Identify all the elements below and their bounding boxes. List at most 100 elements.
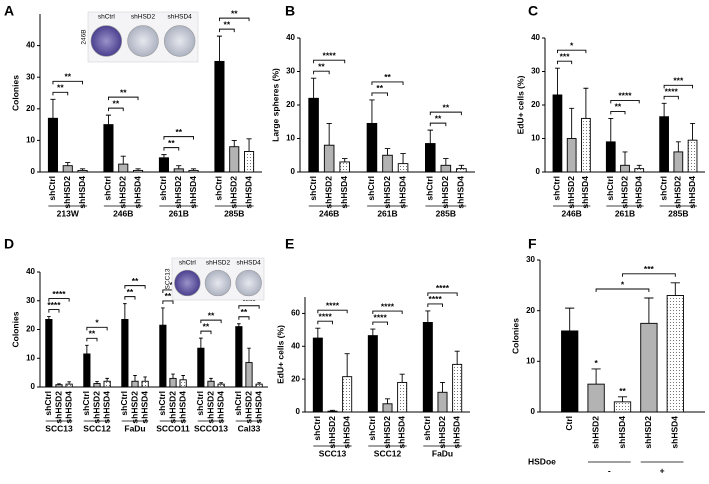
- error-bar: [47, 316, 51, 320]
- group-label: SCC13: [319, 448, 347, 458]
- x-tick-label: shHSD2: [62, 176, 72, 209]
- bar: [118, 163, 129, 173]
- x-tick-label: shHSD4: [339, 176, 349, 209]
- x-tick-label: shCtrl: [605, 176, 615, 201]
- x-tick-label: shHSD4: [243, 176, 253, 209]
- significance-label: ****: [323, 50, 337, 60]
- error-bar: [427, 129, 433, 144]
- y-tick-label: 30: [26, 296, 35, 305]
- significance-label: ***: [560, 51, 571, 61]
- significance-label: **: [57, 83, 64, 93]
- significance-label: **: [120, 87, 127, 97]
- bar: [452, 363, 463, 413]
- significance-label: *: [570, 40, 574, 50]
- error-bar: [85, 344, 89, 354]
- x-tick-label: shHSD4: [253, 391, 263, 424]
- y-tick-label: 10: [531, 134, 540, 143]
- bar: [179, 379, 187, 388]
- error-bar: [690, 122, 696, 141]
- x-tick-label: shHSD4: [101, 391, 111, 424]
- significance-label: **: [376, 83, 383, 93]
- significance-label: **: [165, 291, 172, 301]
- error-bar: [608, 117, 614, 142]
- error-bar: [209, 377, 213, 382]
- significance-bracket: [610, 99, 640, 104]
- group-label: FaDu: [432, 448, 453, 458]
- significance-label: ****: [665, 87, 679, 97]
- factor-label: HSDoe: [528, 456, 556, 466]
- group-label: SCCO11: [156, 423, 190, 433]
- significance-label: **: [443, 102, 450, 112]
- group-label: 285B: [668, 208, 688, 218]
- significance-bracket: [372, 310, 403, 315]
- bar: [397, 381, 408, 413]
- y-tick-label: 20: [26, 104, 35, 113]
- significance-label: ****: [319, 311, 333, 321]
- group-label: SCC13: [45, 423, 73, 433]
- error-bar: [591, 368, 601, 385]
- x-tick-label: shCtrl: [308, 176, 318, 201]
- error-bar: [636, 164, 642, 169]
- error-bar: [675, 141, 681, 152]
- x-tick-label: shHSD2: [173, 176, 183, 209]
- bar: [65, 383, 73, 388]
- group-label: SCCO13: [194, 423, 228, 433]
- x-tick-label: shHSD2: [590, 416, 600, 449]
- group-label: 285B: [224, 208, 244, 218]
- significance-label: ***: [673, 76, 684, 86]
- group-label: 261B: [169, 208, 189, 218]
- x-tick-label: shHSD4: [687, 176, 697, 209]
- error-bar: [670, 282, 680, 296]
- significance-label: **: [224, 19, 231, 29]
- significance-bracket: [52, 80, 83, 85]
- x-tick-label: shHSD4: [633, 176, 643, 209]
- x-tick-label: shHSD2: [382, 176, 392, 209]
- bar: [425, 143, 436, 173]
- error-bar: [123, 303, 127, 320]
- y-tick-label: 0: [31, 167, 36, 176]
- y-tick-label: 40: [291, 341, 300, 350]
- significance-label: **: [435, 113, 442, 123]
- bar: [197, 347, 205, 388]
- group-label: SCC12: [83, 423, 111, 433]
- significance-label: **: [231, 8, 238, 18]
- bar: [133, 169, 144, 173]
- group-label: 213W: [57, 208, 80, 218]
- inset-label: shHSD4: [168, 14, 193, 21]
- error-bar: [161, 154, 167, 158]
- error-bar: [384, 398, 391, 404]
- plate: [163, 25, 196, 57]
- error-bar: [161, 307, 165, 326]
- significance-label: ****: [436, 283, 450, 293]
- significance-bracket: [200, 319, 222, 324]
- significance-label: **: [615, 102, 622, 112]
- significance-bracket: [238, 316, 250, 320]
- y-tick-label: 20: [531, 100, 540, 109]
- bar: [339, 161, 350, 173]
- significance-label: **: [175, 127, 182, 137]
- x-tick-label: shCtrl: [119, 391, 129, 416]
- significance-label: **: [89, 329, 96, 339]
- error-bar: [105, 114, 112, 125]
- plate: [90, 25, 123, 57]
- error-bar: [67, 381, 71, 385]
- error-bar: [133, 375, 137, 382]
- group-label: FaDu: [124, 423, 145, 433]
- x-tick-label: shCtrl: [195, 391, 205, 416]
- error-bar: [181, 375, 185, 380]
- inset-cell-line: 246B: [81, 29, 88, 44]
- error-bar: [143, 376, 147, 382]
- x-tick-label: shCtrl: [158, 176, 168, 201]
- significance-bracket: [48, 298, 70, 302]
- significance-label: **: [132, 276, 139, 286]
- significance-label: **: [64, 72, 71, 82]
- bar: [103, 380, 111, 388]
- y-tick-label: 30: [26, 72, 35, 81]
- bar: [121, 318, 129, 388]
- significance-label: **: [241, 307, 248, 317]
- significance-bracket: [556, 49, 587, 54]
- error-bar: [315, 327, 321, 339]
- x-tick-label: shHSD2: [129, 391, 139, 424]
- significance-bracket: [663, 95, 679, 100]
- significance-bracket: [622, 273, 676, 277]
